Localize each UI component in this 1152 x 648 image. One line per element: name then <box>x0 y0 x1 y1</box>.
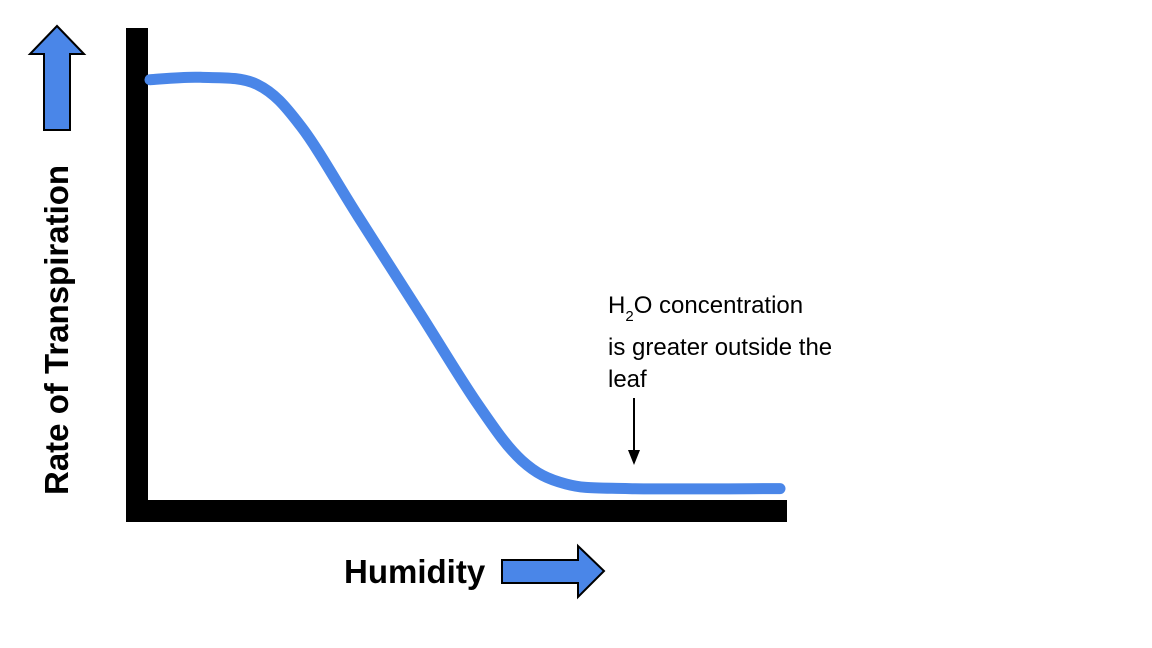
annotation-subscript: 2 <box>625 308 633 325</box>
y-axis-label: Rate of Transpiration <box>38 165 75 495</box>
annotation-line-3: leaf <box>608 366 647 393</box>
annotation-line-1: H2O concentration <box>608 292 803 325</box>
transpiration-curve <box>144 71 786 495</box>
arrow-right-icon <box>501 543 606 600</box>
y-axis <box>126 28 148 522</box>
annotation-arrow-head <box>628 450 640 465</box>
annotation-rest: O concentration <box>634 292 803 319</box>
annotation-h: H <box>608 292 625 319</box>
x-axis-label: Humidity <box>344 553 486 590</box>
annotation-line-2: is greater outside the <box>608 334 832 361</box>
x-axis <box>126 500 787 522</box>
annotation: H2O concentration is greater outside the… <box>608 292 832 465</box>
arrow-up-icon <box>27 24 87 131</box>
